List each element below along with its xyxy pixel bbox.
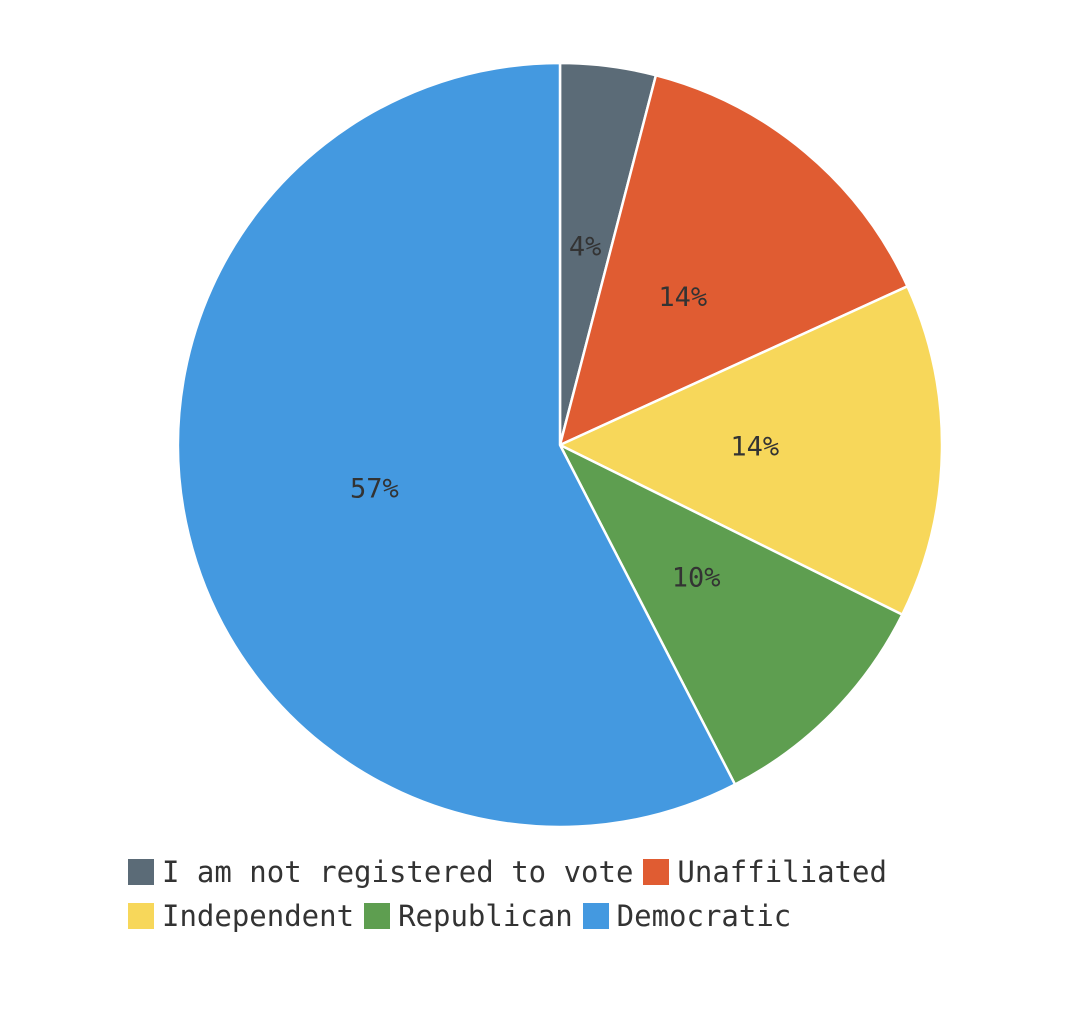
legend-swatch-democratic — [582, 903, 609, 929]
pie-slice-unaffiliated[interactable] — [558, 73, 909, 447]
legend-row-2: Independent Republican Democratic — [128, 894, 1008, 938]
pie-slice-republican[interactable] — [558, 443, 904, 786]
pie-slice-independent[interactable] — [558, 285, 944, 616]
legend-label-unaffiliated: Unaffiliated — [677, 855, 887, 889]
legend-item-unaffiliated[interactable]: Unaffiliated — [643, 850, 887, 894]
legend-swatch-independent — [128, 903, 154, 929]
data-label-unaffiliated: 14% — [658, 282, 707, 313]
legend-swatch-unaffiliated — [643, 859, 670, 885]
legend-item-not-registered[interactable]: I am not registered to vote — [128, 850, 633, 894]
data-label-democratic: 57% — [350, 474, 399, 505]
legend-label-independent: Independent — [162, 899, 355, 933]
data-label-republican: 10% — [672, 562, 721, 593]
legend-label-democratic: Democratic — [616, 899, 792, 933]
legend-swatch-republican — [364, 903, 391, 929]
legend-label-republican: Republican — [398, 899, 573, 933]
data-label-not-registered: 4% — [569, 231, 602, 262]
pie-slice-democratic[interactable] — [176, 61, 737, 829]
legend-label-not-registered: I am not registered to vote — [162, 855, 634, 889]
legend-swatch-not-registered — [128, 859, 154, 885]
data-label-independent: 14% — [730, 432, 779, 463]
legend-row-1: I am not registered to vote Unaffiliated — [128, 850, 1008, 894]
chart-legend: I am not registered to vote Unaffiliated… — [128, 850, 1008, 938]
legend-item-republican[interactable]: Republican — [364, 894, 573, 938]
pie-slices — [176, 61, 944, 829]
legend-item-democratic[interactable]: Democratic — [582, 894, 792, 938]
legend-item-independent[interactable]: Independent — [128, 894, 354, 938]
pie-data-labels: 4% 14% 14% 10% 57% — [350, 231, 779, 593]
